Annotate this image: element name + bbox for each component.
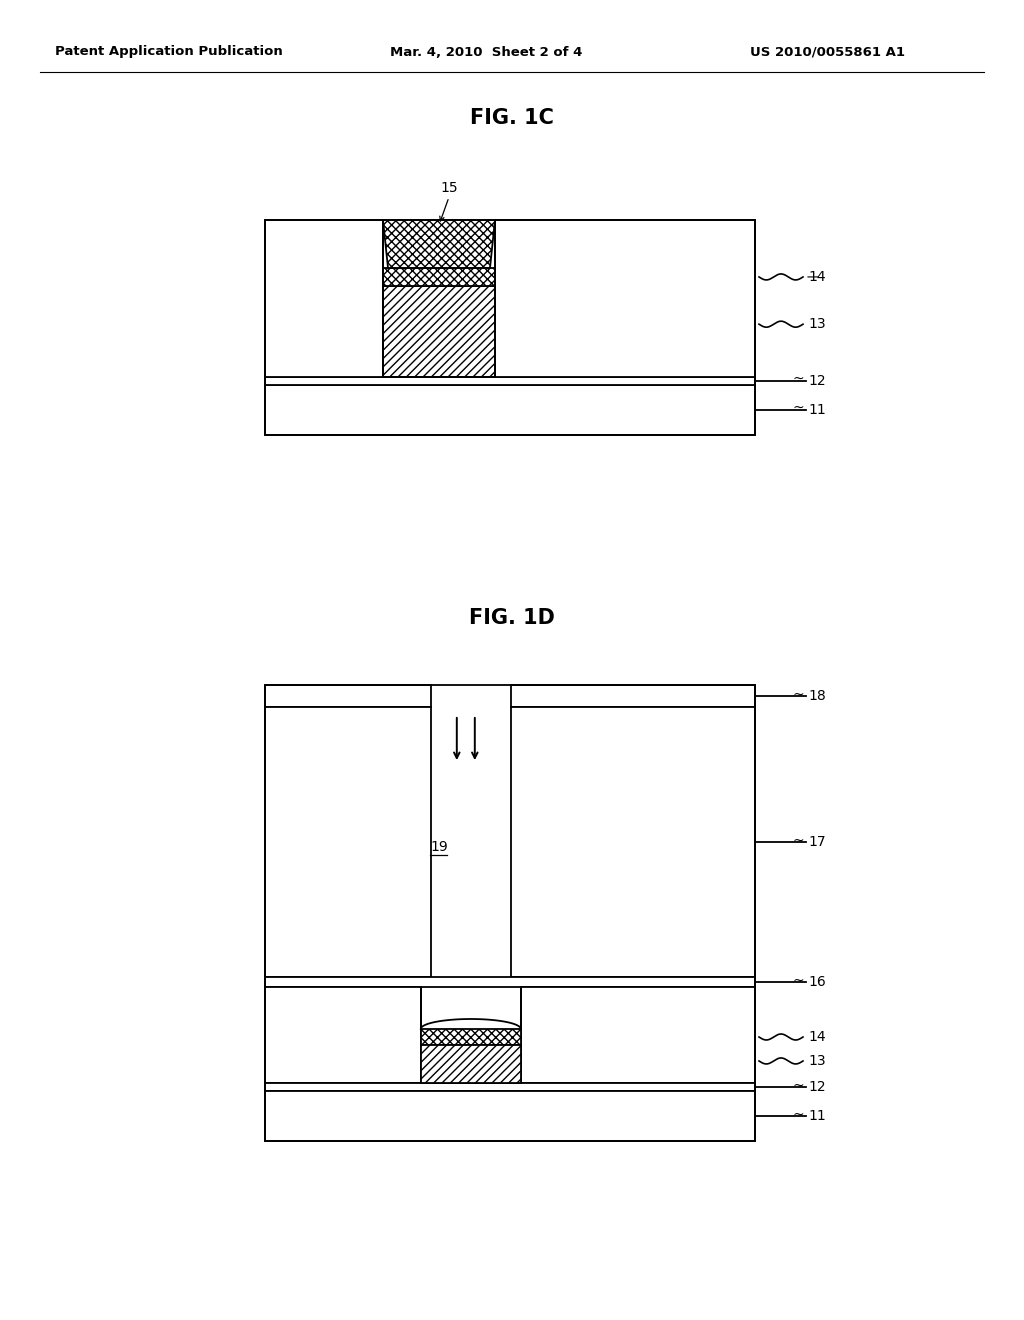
Bar bbox=[265, 1082, 755, 1092]
Text: Mar. 4, 2010  Sheet 2 of 4: Mar. 4, 2010 Sheet 2 of 4 bbox=[390, 45, 583, 58]
Bar bbox=[265, 378, 755, 385]
Text: 12: 12 bbox=[808, 1080, 825, 1094]
Bar bbox=[265, 385, 755, 436]
Text: 12: 12 bbox=[808, 374, 825, 388]
Text: 17: 17 bbox=[808, 836, 825, 849]
Bar bbox=[265, 987, 421, 1082]
Text: ~: ~ bbox=[793, 1078, 805, 1093]
Bar bbox=[495, 220, 755, 378]
Bar bbox=[421, 1030, 521, 1045]
Bar bbox=[511, 708, 755, 977]
Bar bbox=[265, 708, 431, 977]
Text: ~: ~ bbox=[793, 401, 805, 414]
Text: ~: ~ bbox=[793, 688, 805, 702]
Bar bbox=[511, 685, 755, 708]
Text: ~: ~ bbox=[793, 974, 805, 987]
Text: Patent Application Publication: Patent Application Publication bbox=[55, 45, 283, 58]
Bar bbox=[265, 685, 431, 708]
Bar bbox=[265, 220, 383, 378]
Text: FIG. 1D: FIG. 1D bbox=[469, 609, 555, 628]
Text: 14: 14 bbox=[808, 271, 825, 284]
Bar bbox=[421, 1045, 521, 1082]
Bar bbox=[383, 286, 495, 378]
Text: 11: 11 bbox=[808, 403, 825, 417]
Text: 16: 16 bbox=[808, 975, 825, 989]
Bar bbox=[265, 220, 755, 436]
Bar bbox=[521, 987, 755, 1082]
Text: ~: ~ bbox=[793, 372, 805, 385]
Text: ~: ~ bbox=[793, 1107, 805, 1122]
Bar bbox=[265, 977, 755, 987]
Text: 15: 15 bbox=[440, 181, 458, 195]
Bar bbox=[265, 1092, 755, 1140]
Bar bbox=[265, 685, 755, 1140]
Text: 13: 13 bbox=[808, 317, 825, 331]
Bar bbox=[383, 268, 495, 286]
Text: FIG. 1C: FIG. 1C bbox=[470, 108, 554, 128]
Polygon shape bbox=[383, 220, 495, 268]
Text: ~: ~ bbox=[793, 834, 805, 847]
Text: 19: 19 bbox=[431, 841, 449, 854]
Text: 14: 14 bbox=[808, 1030, 825, 1044]
Text: 11: 11 bbox=[808, 1109, 825, 1123]
Text: 18: 18 bbox=[808, 689, 825, 704]
Text: 13: 13 bbox=[808, 1053, 825, 1068]
Text: US 2010/0055861 A1: US 2010/0055861 A1 bbox=[750, 45, 905, 58]
